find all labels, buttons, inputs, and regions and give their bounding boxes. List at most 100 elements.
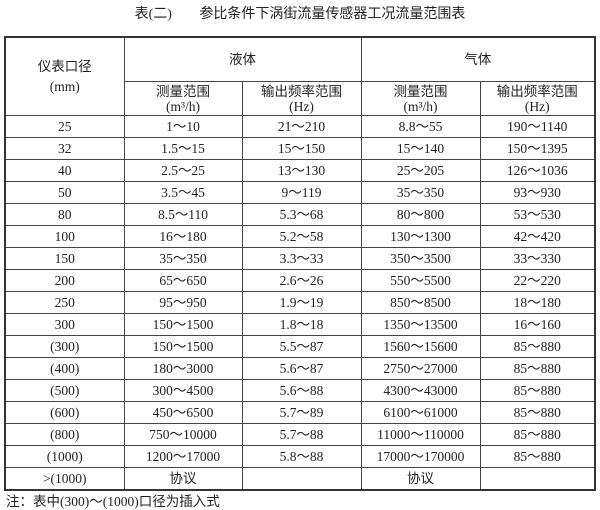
table-row: 80 8.5～110 5.3～68 80～800 53～530	[4, 203, 596, 226]
cell-gas-range: 1560～15600	[360, 335, 481, 358]
flow-range-table: 仪表口径 (mm) 液体 气体 测量范围 (m³/h) 输出频率范围 (Hz) 测量…	[4, 36, 596, 491]
cell-gas-range: 协议	[360, 467, 481, 491]
cell-gas-freq: 85～880	[479, 423, 596, 446]
cell-liquid-range: 35～350	[123, 247, 243, 270]
cell-gas-freq: 42～420	[479, 225, 596, 248]
cell-diameter: 25	[4, 115, 125, 138]
cell-gas-freq: 93～930	[479, 181, 596, 204]
cell-gas-range: 550～5500	[360, 269, 481, 292]
label: 输出频率范围	[496, 83, 578, 99]
cell-liquid-freq: 2.6～26	[241, 269, 362, 292]
table-row: 50 3.5～45 9～119 35～350 93～930	[4, 181, 596, 204]
table-row: (300) 150～1500 5.5～87 1560～15600 85～880	[4, 335, 596, 358]
table-row: 32 1.5～15 15～150 15～140 150～1395	[4, 137, 596, 160]
table-row: 25 1～10 21～210 8.8～55 190～1140	[4, 115, 596, 138]
cell-liquid-range: 180～3000	[123, 357, 243, 380]
cell-liquid-freq: 9～119	[241, 181, 362, 204]
cell-gas-range: 15～140	[360, 137, 481, 160]
cell-liquid-range: 16～180	[123, 225, 243, 248]
cell-gas-range: 11000～110000	[360, 423, 481, 446]
header-liquid-range: 测量范围 (m³/h)	[123, 81, 243, 116]
cell-gas-freq: 85～880	[479, 335, 596, 358]
cell-diameter: 300	[4, 313, 125, 336]
header-gas-freq: 输出频率范围 (Hz)	[479, 81, 596, 116]
cell-gas-range: 80～800	[360, 203, 481, 226]
cell-gas-freq: 85～880	[479, 357, 596, 380]
cell-liquid-range: 3.5～45	[123, 181, 243, 204]
cell-diameter: (500)	[4, 379, 125, 402]
cell-gas-freq	[479, 467, 596, 491]
unit: (m³/h)	[165, 98, 201, 114]
table-row: 200 65～650 2.6～26 550～5500 22～220	[4, 269, 596, 292]
cell-liquid-freq: 1.9～19	[241, 291, 362, 314]
cell-liquid-freq: 5.3～68	[241, 203, 362, 226]
header-diameter-label: 仪表口径	[37, 58, 92, 74]
table-note: 注：表中(300)～(1000)口径为插入式	[6, 494, 220, 509]
table-row: 100 16～180 5.2～58 130～1300 42～420	[4, 225, 596, 248]
cell-liquid-range: 750～10000	[123, 423, 243, 446]
cell-gas-range: 2750～27000	[360, 357, 481, 380]
cell-diameter: (400)	[4, 357, 125, 380]
cell-liquid-freq	[241, 467, 362, 491]
cell-gas-freq: 16～160	[479, 313, 596, 336]
label: 测量范围	[393, 83, 448, 99]
cell-liquid-range: 65～650	[123, 269, 243, 292]
table-row: (500) 300～4500 5.6～88 4300～43000 85～880	[4, 379, 596, 402]
cell-gas-freq: 150～1395	[479, 137, 596, 160]
cell-liquid-freq: 3.3～33	[241, 247, 362, 270]
cell-liquid-freq: 5.5～87	[241, 335, 362, 358]
cell-gas-freq: 85～880	[479, 401, 596, 424]
cell-gas-range: 35～350	[360, 181, 481, 204]
table-row: (600) 450～6500 5.7～89 6100～61000 85～880	[4, 401, 596, 424]
unit: (Hz)	[289, 98, 314, 114]
cell-gas-range: 1350～13500	[360, 313, 481, 336]
cell-liquid-freq: 5.2～58	[241, 225, 362, 248]
unit: (m³/h)	[403, 98, 438, 114]
cell-diameter: (600)	[4, 401, 125, 424]
cell-liquid-range: 150～1500	[123, 313, 243, 336]
label: 测量范围	[156, 83, 210, 99]
header-diameter: 仪表口径 (mm)	[4, 36, 125, 116]
cell-gas-range: 130～1300	[360, 225, 481, 248]
cell-liquid-freq: 21～210	[241, 115, 362, 138]
cell-gas-freq: 126～1036	[479, 159, 596, 182]
cell-gas-range: 25～205	[360, 159, 481, 182]
cell-gas-range: 6100～61000	[360, 401, 481, 424]
cell-diameter: >(1000)	[4, 467, 125, 491]
cell-gas-freq: 18～180	[479, 291, 596, 314]
cell-liquid-freq: 5.6～88	[241, 379, 362, 402]
cell-liquid-range: 协议	[123, 467, 243, 491]
cell-liquid-range: 1.5～15	[123, 137, 243, 160]
cell-gas-range: 350～3500	[360, 247, 481, 270]
cell-gas-freq: 22～220	[479, 269, 596, 292]
cell-liquid-freq: 1.8～18	[241, 313, 362, 336]
cell-liquid-range: 8.5～110	[123, 203, 243, 226]
cell-diameter: 200	[4, 269, 125, 292]
header-gas: 气体	[360, 36, 596, 82]
unit: (Hz)	[524, 98, 550, 114]
cell-liquid-range: 150～1500	[123, 335, 243, 358]
cell-diameter: (1000)	[4, 445, 125, 468]
cell-gas-range: 17000～170000	[360, 445, 481, 468]
cell-liquid-range: 450～6500	[123, 401, 243, 424]
cell-liquid-range: 2.5～25	[123, 159, 243, 182]
cell-gas-freq: 33～330	[479, 247, 596, 270]
table-caption: 参比条件下涡街流量传感器工况流量范围表	[199, 7, 466, 22]
cell-gas-freq: 85～880	[479, 445, 596, 468]
cell-gas-freq: 53～530	[479, 203, 596, 226]
header-liquid-freq: 输出频率范围 (Hz)	[241, 81, 362, 116]
cell-liquid-range: 1200～17000	[123, 445, 243, 468]
header-gas-range: 测量范围 (m³/h)	[360, 81, 481, 116]
cell-gas-range: 4300～43000	[360, 379, 481, 402]
cell-gas-range: 8.8～55	[360, 115, 481, 138]
cell-diameter: 150	[4, 247, 125, 270]
cell-liquid-freq: 5.8～88	[241, 445, 362, 468]
table-row: (800) 750～10000 5.7～88 11000～110000 85～880	[4, 423, 596, 446]
header-diameter-unit: (mm)	[49, 78, 80, 94]
table-row: 250 95～950 1.9～19 850～8500 18～180	[4, 291, 596, 314]
table-row: 40 2.5～25 13～130 25～205 126～1036	[4, 159, 596, 182]
table-row: (400) 180～3000 5.6～87 2750～27000 85～880	[4, 357, 596, 380]
cell-liquid-freq: 5.6～87	[241, 357, 362, 380]
table-row: 300 150～1500 1.8～18 1350～13500 16～160	[4, 313, 596, 336]
cell-diameter: 250	[4, 291, 125, 314]
